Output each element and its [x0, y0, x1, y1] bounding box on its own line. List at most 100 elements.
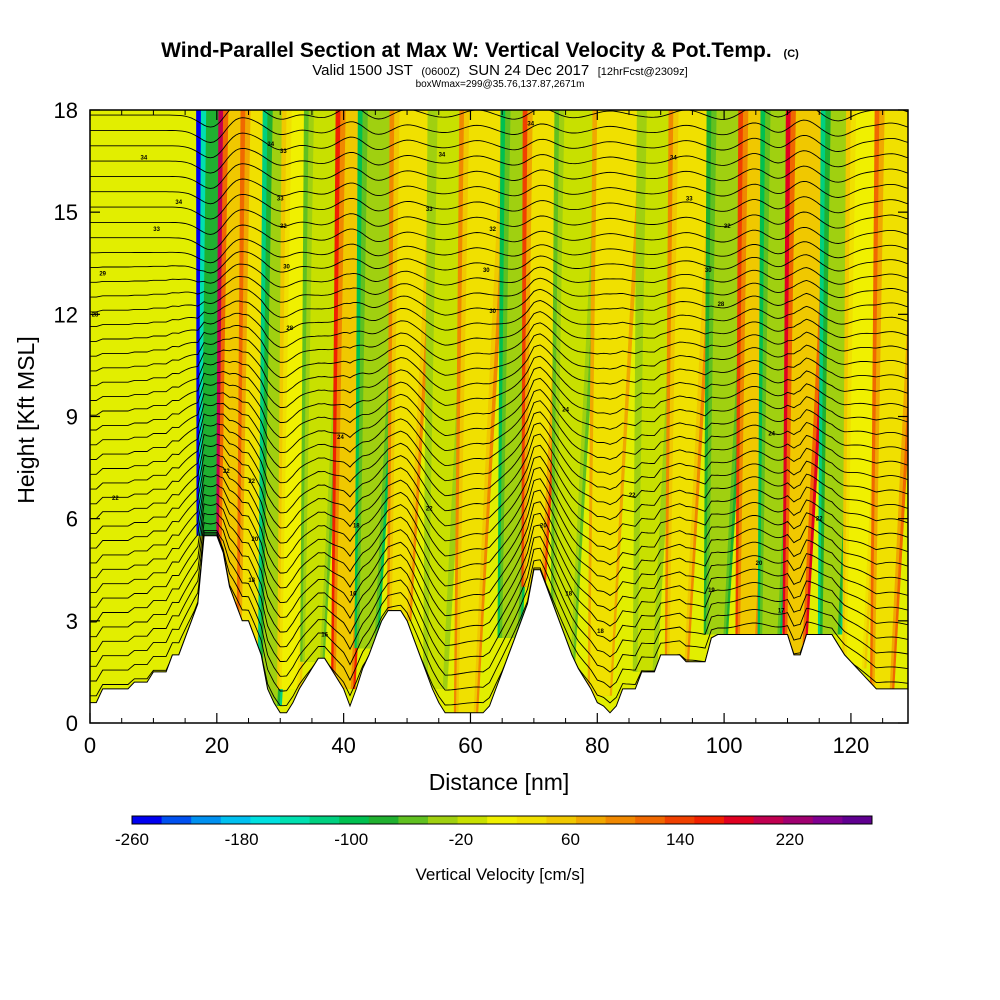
theta-label-36: 28: [718, 302, 725, 308]
colorbar-tick-6: 220: [776, 830, 804, 849]
theta-label-38: 22: [816, 517, 823, 523]
theta-contour-labels: 34 34 33 29 28 22 34 33 33 32 30 28 24 22 22 20 18 18 16 16…: [92, 122, 823, 639]
isentrope-5: [90, 512, 908, 633]
theta-label-14: 22: [248, 479, 255, 485]
isentrope-38: [90, 117, 908, 143]
isentrope-3: [90, 530, 908, 662]
velocity-band-14-core-2: [592, 110, 636, 696]
chart-subtitle: Valid 1500 JST (0600Z) SUN 24 Dec 2017 […: [312, 62, 687, 79]
colorbar-swatch-15: [576, 816, 607, 824]
colorbar-swatch-10: [428, 816, 459, 824]
isentrope-2: [90, 531, 908, 677]
isentrope-4: [90, 521, 908, 648]
isentrope-13: [90, 433, 908, 514]
terrain: [90, 535, 908, 723]
velocity-band-13-core-2: [554, 110, 598, 672]
x-tick-label-2: 40: [331, 733, 355, 758]
theta-label-5: 22: [112, 496, 119, 502]
colorbar: -260 -180 -100 -20 60 140 220: [115, 815, 873, 849]
isentrope-6: [90, 502, 908, 618]
y-tick-label-3: 9: [66, 405, 78, 430]
colorbar-swatch-1: [161, 816, 192, 824]
colorbar-swatch-18: [664, 816, 695, 824]
theta-label-16: 18: [248, 578, 255, 584]
theta-label-22: 32: [489, 227, 496, 233]
velocity-band-10-core-2: [458, 110, 503, 713]
isentrope-12: [90, 443, 908, 529]
theta-label-2: 33: [153, 227, 160, 233]
colorbar-tick-3: -20: [449, 830, 474, 849]
isentrope-9: [90, 474, 908, 574]
colorbar-swatch-24: [842, 816, 873, 824]
colorbar-swatch-20: [724, 816, 755, 824]
colorbar-tick-2: -100: [334, 830, 368, 849]
theta-label-31: 22: [629, 493, 636, 499]
isentrope-19: [90, 366, 908, 423]
isentrope-39: [90, 110, 908, 128]
plot-area: 34 34 33 29 28 22 34 33 33 32 30 28 24 22 22 20 18 18 16 16…: [90, 110, 908, 723]
isentrope-14: [90, 422, 908, 499]
colorbar-swatch-4: [250, 816, 281, 824]
colorbar-swatch-5: [280, 816, 311, 824]
theta-label-23: 30: [483, 268, 490, 274]
theta-label-26: 34: [527, 122, 534, 128]
subtitle-valid: Valid 1500 JST: [312, 62, 413, 79]
theta-label-11: 28: [286, 326, 293, 332]
isentrope-10: [90, 464, 908, 559]
isentrope-37: [90, 132, 908, 159]
theta-label-25: 22: [426, 506, 433, 512]
chart-title: Wind-Parallel Section at Max W: Vertical…: [161, 39, 799, 62]
colorbar-label: Vertical Velocity [cm/s]: [415, 865, 584, 884]
colorbar-swatch-6: [309, 816, 340, 824]
theta-label-33: 33: [686, 197, 693, 203]
theta-label-0: 34: [141, 156, 148, 162]
isentrope-26: [90, 288, 908, 318]
isentrope-31: [90, 224, 908, 251]
isentrope-16: [90, 400, 908, 469]
theta-label-4: 28: [92, 312, 99, 318]
theta-label-29: 18: [565, 592, 572, 598]
colorbar-tick-5: 140: [666, 830, 694, 849]
theta-label-39: 20: [756, 561, 763, 567]
colorbar-swatch-23: [812, 816, 843, 824]
chart-subtitle-2: boxWmax=299@35.76,137.87,2671m: [416, 79, 585, 90]
x-axis-label: Distance [nm]: [429, 769, 570, 795]
theta-label-1: 34: [175, 200, 182, 206]
isentrope-33: [90, 193, 908, 220]
theta-label-13: 22: [223, 469, 230, 475]
colorbar-swatch-11: [457, 816, 488, 824]
colorbar-swatch-2: [191, 816, 222, 824]
x-tick-label-6: 120: [833, 733, 870, 758]
colorbar-swatch-12: [487, 816, 518, 824]
theta-label-7: 33: [280, 149, 287, 155]
isentrope-24: [90, 311, 908, 348]
isentrope-15: [90, 411, 908, 484]
theta-label-17: 18: [353, 523, 360, 529]
colorbar-swatch-22: [783, 816, 814, 824]
theta-label-30: 18: [597, 629, 604, 635]
colorbar-swatch-9: [398, 816, 429, 824]
theta-label-19: 16: [321, 632, 328, 638]
velocity-band-20-core-2: [786, 110, 829, 655]
colorbar-swatch-7: [339, 816, 370, 824]
isentrope-20: [90, 355, 908, 408]
x-tick-label-4: 80: [585, 733, 609, 758]
colorbar-frame: [131, 815, 873, 825]
theta-label-34: 32: [724, 224, 731, 230]
isentrope-22: [90, 333, 908, 378]
x-tick-label-5: 100: [706, 733, 743, 758]
chart-title-tag: (C): [784, 48, 800, 60]
colorbar-tick-4: 60: [561, 830, 580, 849]
theta-label-18: 16: [350, 592, 357, 598]
colorbar-swatch-16: [605, 816, 636, 824]
colorbar-swatch-19: [694, 816, 725, 824]
isentrope-11: [90, 453, 908, 544]
x-tick-label-0: 0: [84, 733, 96, 758]
y-tick-label-5: 15: [54, 200, 78, 225]
isentrope-21: [90, 344, 908, 393]
chart-title-main: Wind-Parallel Section at Max W: Vertical…: [161, 39, 772, 62]
isentrope-27: [90, 275, 908, 303]
axis-ticks: 0 20 40 60 80 100 120 0 3 6 9 12 15 18: [54, 98, 908, 758]
x-tick-label-3: 60: [458, 733, 482, 758]
colorbar-swatch-21: [753, 816, 784, 824]
